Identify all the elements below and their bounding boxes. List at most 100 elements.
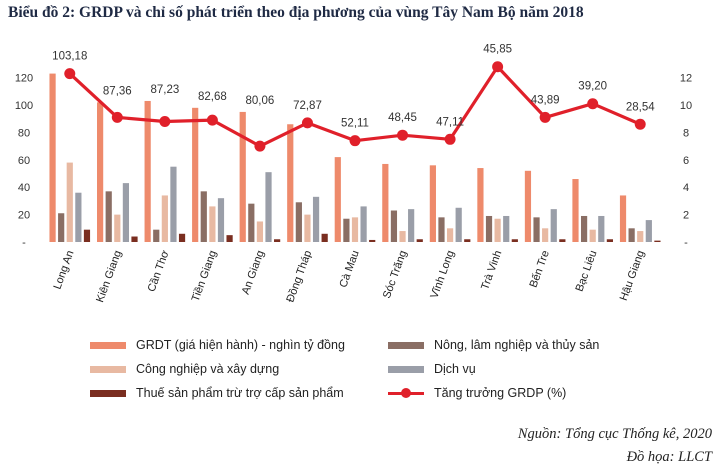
left-tick-label: 40 xyxy=(18,182,30,194)
data-label: 103,18 xyxy=(52,51,87,63)
category-label: An Giang xyxy=(240,249,267,296)
growth-point xyxy=(539,111,551,123)
bar xyxy=(369,239,376,242)
bar xyxy=(170,166,177,242)
bar xyxy=(477,168,484,242)
bar xyxy=(192,107,199,242)
bar xyxy=(390,210,398,242)
bar xyxy=(217,198,225,242)
growth-point xyxy=(444,133,456,145)
data-label: 87,36 xyxy=(103,85,132,97)
bar xyxy=(455,207,462,242)
bar xyxy=(580,215,588,242)
bar xyxy=(178,233,186,242)
bar xyxy=(226,235,233,242)
bar xyxy=(351,217,359,242)
right-tick-label: 6 xyxy=(683,155,689,167)
bar xyxy=(589,229,596,242)
category-label: Sóc Trăng xyxy=(381,249,409,300)
bar xyxy=(485,215,493,242)
data-label: 72,87 xyxy=(293,100,322,112)
legend-item-services: Dịch vụ xyxy=(388,362,476,376)
legend-line-swatch xyxy=(388,387,424,399)
category-label: Đồng Tháp xyxy=(284,249,314,304)
bar xyxy=(105,191,112,242)
category-label: Kiên Giang xyxy=(94,249,124,304)
bar xyxy=(144,100,151,242)
bar xyxy=(429,165,436,242)
growth-point xyxy=(254,140,266,152)
bar xyxy=(619,195,627,242)
chart-plot: - 20 40 60 80 100 120 - 2 4 6 8 10 12 103,18 87,36 87,… xyxy=(15,44,692,304)
category-label: Long An xyxy=(52,249,77,291)
category-label: Trà Vinh xyxy=(479,249,504,292)
legend-swatch xyxy=(388,365,424,373)
left-tick-label: 120 xyxy=(15,73,33,85)
bar xyxy=(572,179,579,242)
legend-item-industry: Công nghiệp và xây dựng xyxy=(90,362,279,376)
data-label: 28,54 xyxy=(626,101,655,113)
bar xyxy=(533,217,540,242)
legend-swatch xyxy=(388,341,424,349)
bar xyxy=(248,203,255,242)
right-y-axis: - 2 4 6 8 10 12 xyxy=(680,73,692,249)
data-labels: 103,18 87,36 87,23 82,68 80,06 72,87 52,11 48,4… xyxy=(52,44,655,130)
bar xyxy=(274,239,281,242)
bar xyxy=(312,196,320,242)
bar xyxy=(83,229,91,242)
legend-swatch xyxy=(90,389,126,397)
right-tick-label: 12 xyxy=(680,73,692,85)
growth-point xyxy=(587,98,599,110)
legend-item-tax: Thuế sản phẩm trừ trợ cấp sản phẩm xyxy=(90,386,344,400)
bar xyxy=(550,209,557,242)
growth-points xyxy=(64,61,646,152)
bar xyxy=(209,206,216,242)
bar xyxy=(464,239,471,242)
data-label: 39,20 xyxy=(578,81,607,93)
bar xyxy=(287,124,294,242)
left-tick-label: 60 xyxy=(18,155,30,167)
legend-swatch xyxy=(90,341,126,349)
legend-swatch xyxy=(90,365,126,373)
left-tick-label: 100 xyxy=(15,100,33,112)
right-tick-label: 2 xyxy=(683,210,689,222)
left-y-axis: - 20 40 60 80 100 120 xyxy=(15,73,33,249)
bar xyxy=(542,228,549,242)
data-label: 43,89 xyxy=(531,94,560,106)
legend-item-agriculture: Nông, lâm nghiệp và thủy sản xyxy=(388,338,599,352)
bar xyxy=(606,239,613,242)
bar xyxy=(295,202,302,242)
bar xyxy=(446,228,454,242)
right-tick-label: 10 xyxy=(680,100,692,112)
bar xyxy=(360,206,367,242)
category-label: Vĩnh Long xyxy=(428,249,456,300)
bar xyxy=(114,214,121,242)
legend-item-growth: Tăng trưởng GRDP (%) xyxy=(388,386,566,400)
bar xyxy=(334,157,341,242)
growth-point xyxy=(159,116,171,128)
bar xyxy=(321,233,328,242)
bar xyxy=(559,239,566,242)
bar xyxy=(161,195,168,242)
category-label: Hậu Giang xyxy=(618,249,647,303)
source-text: Nguồn: Tổng cục Thống kê, 2020 xyxy=(517,426,712,442)
bar xyxy=(66,162,73,242)
bar xyxy=(511,239,518,242)
legend-label: Dịch vụ xyxy=(434,362,476,376)
left-tick-label: - xyxy=(22,237,26,249)
data-label: 87,23 xyxy=(150,84,179,96)
bar xyxy=(628,228,635,242)
category-label: Cần Thơ xyxy=(146,249,172,294)
data-label: 45,85 xyxy=(483,44,512,56)
bar xyxy=(265,172,272,242)
category-label: Bạc Liêu xyxy=(574,249,600,293)
category-label: Bến Tre xyxy=(528,249,552,289)
bar xyxy=(399,231,406,242)
growth-point xyxy=(111,111,123,123)
bar xyxy=(153,229,160,242)
bar xyxy=(304,214,311,242)
growth-line-path xyxy=(68,65,641,148)
growth-point xyxy=(349,135,361,147)
growth-point xyxy=(492,61,504,73)
chart-title: Biểu đồ 2: GRDP và chỉ số phát triển the… xyxy=(8,4,584,21)
